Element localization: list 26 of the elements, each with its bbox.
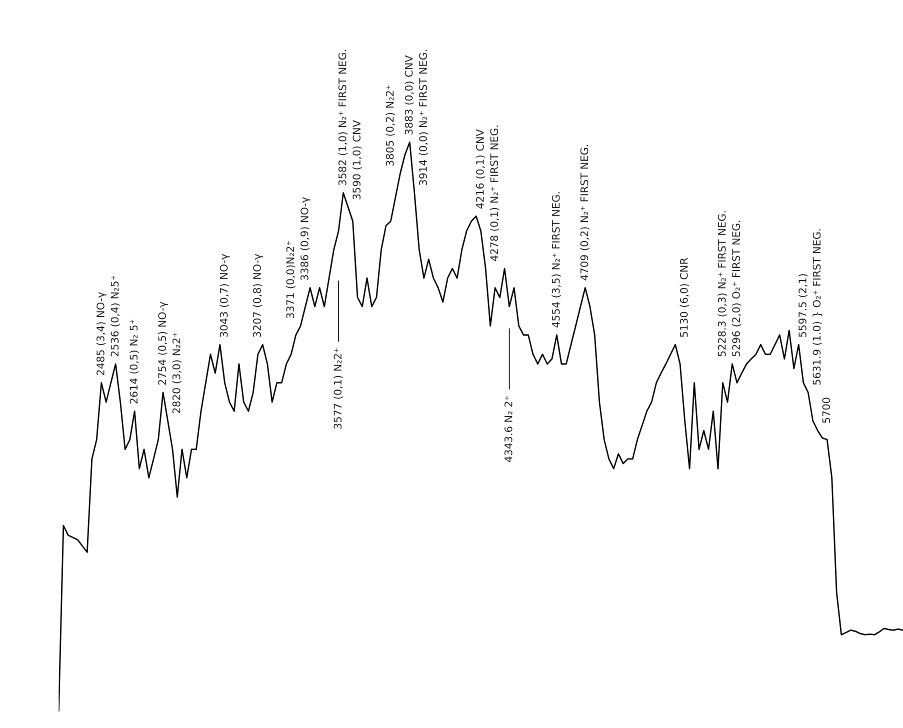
annotation: 3914 (0,0) N₂⁺ FIRST NEG. <box>418 50 428 186</box>
annotation: 5130 (6,0) CNR <box>680 258 690 337</box>
annotation: 3805 (0,2) N₂2⁺ <box>386 85 395 166</box>
annotation: 2536 (0,4) N₂5⁺ <box>110 276 120 356</box>
annotation: 3207 (0,8) NO-γ <box>252 254 263 337</box>
annotation: 3582 (1,0) N₂⁺ FIRST NEG. <box>338 50 348 186</box>
annotation: 3590 (1,0) CNV <box>352 120 362 200</box>
annotation: 5296 (2,0) O₂⁺ FIRST NEG. <box>732 220 742 356</box>
annotation: 2485 (3,4) NO-γ <box>96 292 106 376</box>
annotation: 2820 (3,0) N₂2⁺ <box>172 332 182 414</box>
annotation: 4216 (0,1) CNV <box>476 129 486 209</box>
annotation: 5597.5 (2,1) <box>798 274 808 337</box>
annotation: 4709 (0,2) N₂⁺ FIRST NEG. <box>580 145 590 280</box>
annotation: 3371 (0,0)N₂2⁺ <box>286 241 296 318</box>
annotation: 2754 (0,5) NO-γ <box>158 302 168 385</box>
annotation: 4278 (0,1) N₂⁺ FIRST NEG. <box>490 126 500 261</box>
annotation: 5700 <box>822 398 830 423</box>
annotation: 4554 (3,5) N₂⁺ FIRST NEG. <box>552 192 561 328</box>
annotation: 3577 (0,1) N₂2⁺ <box>334 348 343 429</box>
annotation: 2614 (0,5) N₂ 5⁺ <box>130 320 139 404</box>
annotation: 5631.9 (1.0) } O₂⁺ FIRST NEG. <box>812 229 822 385</box>
text: 3883 (0,0) CNV <box>404 55 414 134</box>
annotation: 5228.3 (0,3) N₂⁺ FIRST NEG. <box>718 211 728 356</box>
annotation: 4343.6 N₂ 2⁺ <box>504 396 512 462</box>
annotation: 3386 (0,9) NO-γ <box>300 197 310 280</box>
annotation: 3043 (0,7) NO-γ <box>220 254 230 337</box>
